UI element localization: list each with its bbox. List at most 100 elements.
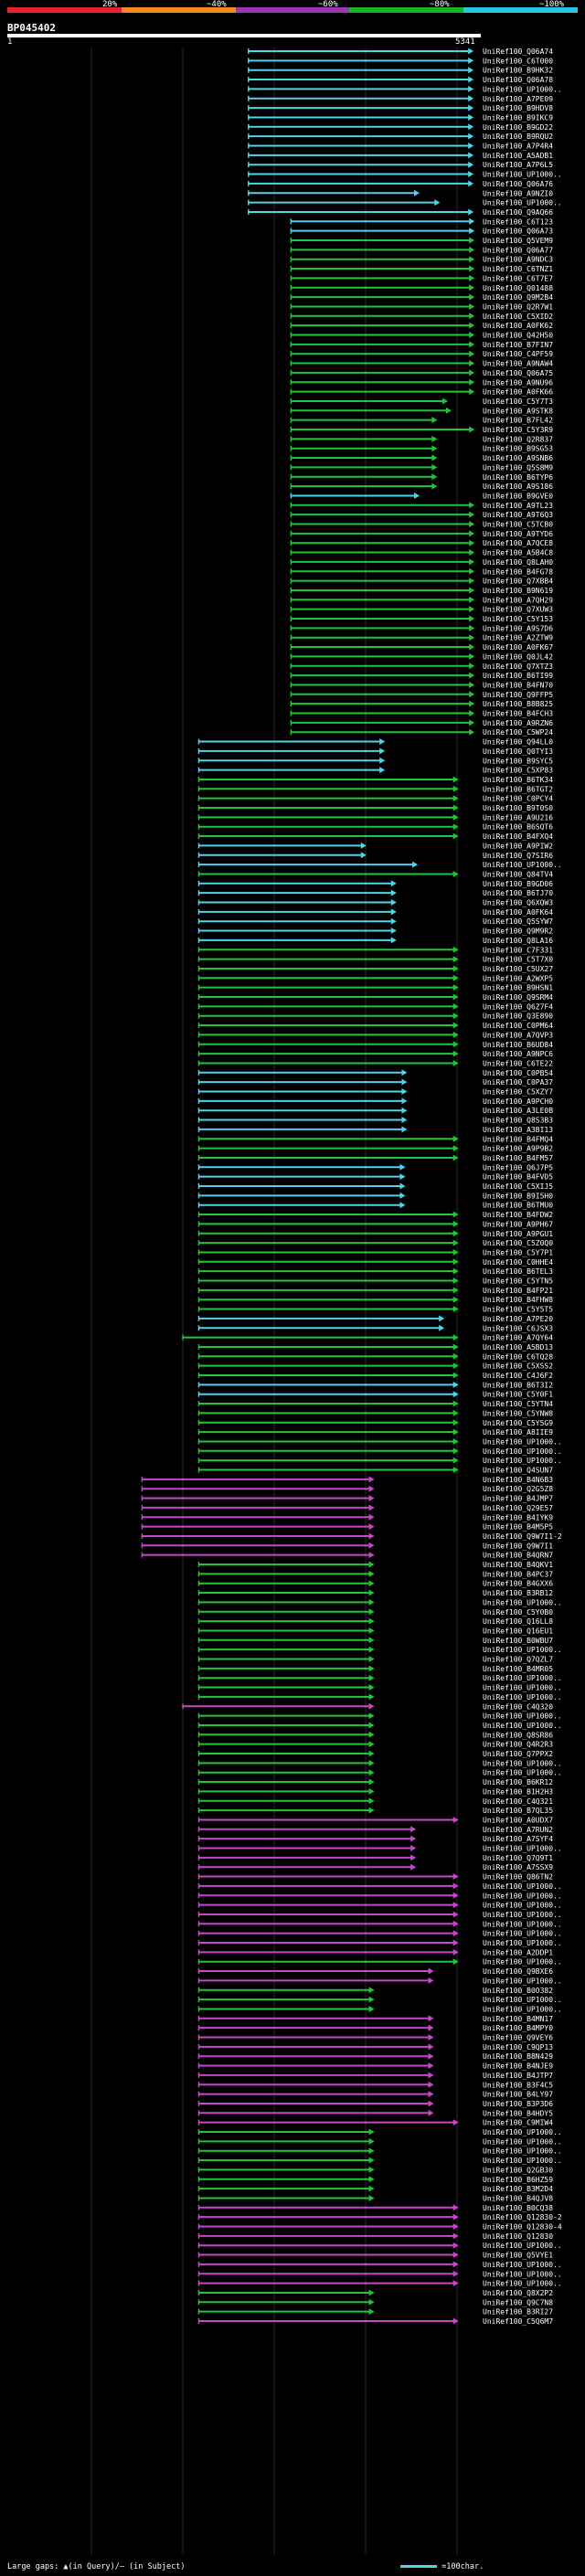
hit-label: UniRef100_B9SYC5 xyxy=(483,757,553,765)
hit-label: UniRef100_Q7XBB4 xyxy=(483,578,553,586)
hit-label: UniRef100_C0HHE4 xyxy=(483,1258,553,1267)
hit-end-arrow xyxy=(469,578,475,585)
hit-label: UniRef100_UP1000.. xyxy=(483,2261,562,2269)
hit-label: UniRef100_UP1000.. xyxy=(483,171,562,179)
hit-end-arrow xyxy=(452,1135,459,1142)
legend-swatch xyxy=(463,7,578,13)
hit-label: UniRef100_B9GD22 xyxy=(483,123,553,132)
hit-end-arrow xyxy=(401,1117,408,1124)
hit-end-arrow xyxy=(452,1372,459,1379)
identity-legend-bar xyxy=(7,7,578,13)
hit-end-arrow xyxy=(368,1598,375,1606)
hit-label: UniRef100_B4FHW8 xyxy=(483,1296,553,1304)
hit-end-arrow xyxy=(431,454,438,461)
hit-end-arrow xyxy=(368,2128,375,2136)
hit-end-arrow xyxy=(379,757,386,764)
hit-end-arrow xyxy=(452,993,459,1001)
hit-label: UniRef100_C5XZY7 xyxy=(483,1088,553,1097)
hit-end-arrow xyxy=(368,1504,375,1511)
hit-end-arrow xyxy=(368,1552,375,1559)
hit-end-arrow xyxy=(452,984,459,991)
hit-label: UniRef100_UP1000.. xyxy=(483,1769,562,1777)
hit-label: UniRef100_B8B825 xyxy=(483,700,553,708)
hit-end-arrow xyxy=(368,1485,375,1492)
hit-label: UniRef100_B7FIN7 xyxy=(483,341,553,349)
hit-label: UniRef100_B4N6B3 xyxy=(483,1476,553,1484)
hit-end-arrow xyxy=(368,1731,375,1738)
hit-label: UniRef100_A9STK8 xyxy=(483,407,553,415)
hit-label: UniRef100_UP1000.. xyxy=(483,1902,562,1910)
hit-end-arrow xyxy=(368,1787,375,1795)
hit-end-arrow xyxy=(469,388,475,396)
hit-end-arrow xyxy=(368,1674,375,1681)
hit-label: UniRef100_Q84TV4 xyxy=(483,870,553,878)
hit-end-arrow xyxy=(468,133,474,140)
hit-end-arrow xyxy=(469,302,475,310)
hit-label: UniRef100_B9T0S0 xyxy=(483,804,553,812)
hit-end-arrow xyxy=(452,2223,459,2230)
hit-end-arrow xyxy=(469,265,475,272)
hit-label: UniRef100_B0WBU7 xyxy=(483,1637,553,1645)
hit-label: UniRef100_UP1000.. xyxy=(483,85,562,93)
hit-end-arrow xyxy=(368,1778,375,1786)
hit-end-arrow xyxy=(469,502,475,509)
hit-label: UniRef100_UP1000.. xyxy=(483,1977,562,1985)
hit-end-arrow xyxy=(401,1107,408,1114)
hit-label: UniRef100_UP1000.. xyxy=(483,2137,562,2146)
hit-label: UniRef100_UP1000.. xyxy=(483,1598,562,1606)
hit-end-arrow xyxy=(368,1693,375,1701)
hit-end-arrow xyxy=(401,1069,408,1076)
hit-end-arrow xyxy=(452,1381,459,1388)
hit-end-arrow xyxy=(452,2317,459,2325)
hit-label: UniRef100_Q6XQW3 xyxy=(483,899,553,907)
hit-label: UniRef100_A9PIW2 xyxy=(483,842,553,850)
hit-end-arrow xyxy=(468,171,474,178)
hit-label: UniRef100_Q9AQ66 xyxy=(483,208,553,217)
hit-end-arrow xyxy=(428,2015,434,2022)
footer-legend: Large gaps: ▲(in Query)/— (in Subject) xyxy=(7,2562,186,2571)
hit-end-arrow xyxy=(452,956,459,963)
hit-end-arrow xyxy=(452,1343,459,1351)
legend-swatch xyxy=(235,7,350,13)
hit-label: UniRef100_C5Y0F1 xyxy=(483,1391,553,1399)
hit-label: UniRef100_UP1000.. xyxy=(483,1920,562,1928)
hit-end-arrow xyxy=(452,1816,459,1823)
hit-label: UniRef100_A2WXP5 xyxy=(483,974,553,982)
hit-label: UniRef100_Q8SR86 xyxy=(483,1731,553,1739)
hit-label: UniRef100_Q06A76 xyxy=(483,180,553,188)
hit-label: UniRef100_B4QJV8 xyxy=(483,2194,553,2202)
hit-label: UniRef100_A9S186 xyxy=(483,482,553,491)
hit-end-arrow xyxy=(452,1211,459,1218)
hit-end-arrow xyxy=(469,728,475,736)
hit-end-arrow xyxy=(368,1532,375,1540)
hit-label: UniRef100_B6UD84 xyxy=(483,1041,553,1049)
hit-end-arrow xyxy=(452,1012,459,1020)
hit-label: UniRef100_Q86TN2 xyxy=(483,1873,553,1882)
hit-end-arrow xyxy=(452,795,459,802)
hit-label: UniRef100_C5Y5G9 xyxy=(483,1419,553,1427)
hit-label: UniRef100_B9I5H0 xyxy=(483,1192,553,1200)
hit-label: UniRef100_Q2R837 xyxy=(483,435,553,443)
hit-label: UniRef100_A9NDC3 xyxy=(483,256,553,264)
hit-label: UniRef100_C9MIW4 xyxy=(483,2119,553,2127)
hit-label: UniRef100_B4FN70 xyxy=(483,681,553,689)
hit-end-arrow xyxy=(469,293,475,301)
hit-end-arrow xyxy=(469,634,475,641)
hit-end-arrow xyxy=(469,256,475,263)
hit-label: UniRef100_B4IYK9 xyxy=(483,1513,553,1521)
hit-label: UniRef100_A0FK67 xyxy=(483,643,553,652)
hit-end-arrow xyxy=(368,2005,375,2012)
hit-label: UniRef100_A2DDP1 xyxy=(483,1948,553,1956)
hit-label: UniRef100_B4JTP7 xyxy=(483,2072,553,2080)
hit-label: UniRef100_C4Q321 xyxy=(483,1797,553,1806)
hit-end-arrow xyxy=(452,2280,459,2287)
query-id: BP045402 xyxy=(7,22,56,34)
hit-label: UniRef100_B7QL35 xyxy=(483,1807,553,1815)
hit-end-arrow xyxy=(390,880,397,887)
hit-end-arrow xyxy=(439,1315,445,1322)
hit-end-arrow xyxy=(368,2185,375,2192)
hit-label: UniRef100_C5Z0Q0 xyxy=(483,1239,553,1247)
hit-label: UniRef100_Q9C7N8 xyxy=(483,2298,553,2306)
legend-swatch xyxy=(349,7,464,13)
